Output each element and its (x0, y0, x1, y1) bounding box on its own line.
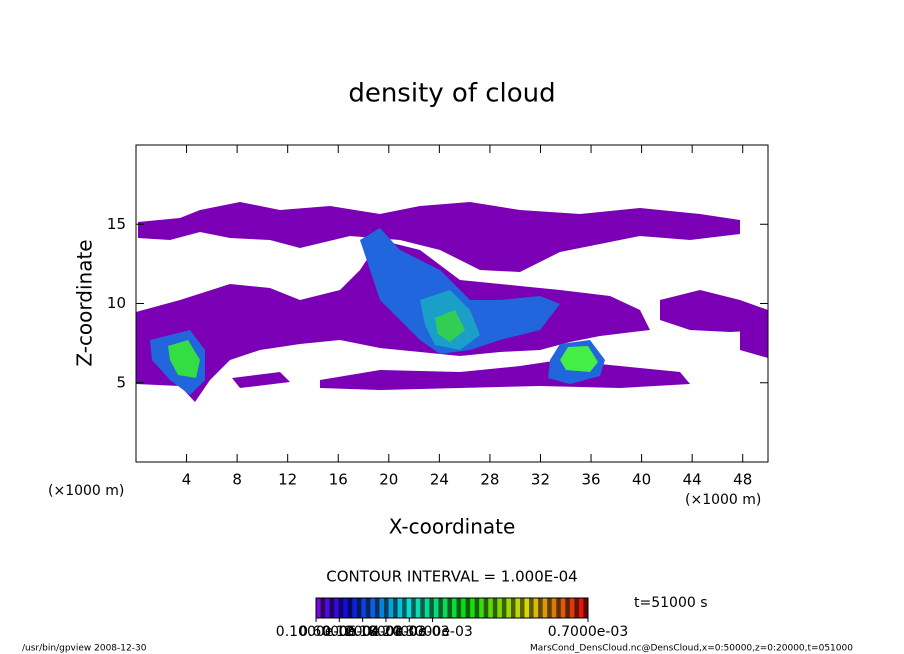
colorbar-cell (370, 598, 376, 618)
colorbar-cell (406, 598, 412, 618)
chart-title: density of cloud (348, 79, 555, 109)
x-tick-label: 8 (232, 471, 242, 489)
colorbar-cell (479, 598, 485, 618)
y-tick-label: 10 (107, 294, 126, 312)
colorbar-cell (411, 598, 417, 618)
colorbar-cell (574, 598, 580, 618)
colorbar-cell (316, 598, 322, 618)
colorbar-cell (329, 598, 335, 618)
colorbar-cell (429, 598, 435, 618)
x-tick-label: 4 (182, 471, 192, 489)
colorbar-cell (506, 598, 512, 618)
colorbar-cell (497, 598, 503, 618)
colorbar-cell (515, 598, 521, 618)
colorbar-tick-label: 0.1800e-03 (346, 624, 426, 640)
colorbar-cell (356, 598, 362, 618)
colorbar-tick-label: 0.1200e-03 (322, 624, 402, 640)
colorbar-frame (315, 597, 589, 619)
colorbar-cell (556, 598, 562, 618)
colorbar-cell (447, 598, 453, 618)
colorbar-tick-label: 0.3000e-03 (392, 624, 472, 640)
x-tick-label: 16 (329, 471, 348, 489)
y-tick-label: 5 (116, 373, 126, 391)
colorbar-tick-label: 0.7000e-03 (548, 624, 628, 640)
colorbar-cell (379, 598, 385, 618)
cloud-field (136, 202, 768, 402)
x-tick-label: 48 (733, 471, 752, 489)
colorbar-cell (442, 598, 448, 618)
x-tick-label: 40 (632, 471, 651, 489)
time-label: t=51000 s (634, 595, 708, 611)
colorbar-cell (461, 598, 467, 618)
footer-right: MarsCond_DensCloud.nc@DensCloud,x=0:5000… (530, 644, 853, 654)
colorbar-tick-label: 0.2400e-03 (369, 624, 449, 640)
colorbar-cell (361, 598, 367, 618)
y-axis-label: Z-coordinate (73, 239, 97, 366)
colorbar-cell (520, 598, 526, 618)
colorbar-cell (565, 598, 571, 618)
colorbar-cell (415, 598, 421, 618)
colorbar-cell (452, 598, 458, 618)
x-tick-label: 24 (430, 471, 449, 489)
contour-interval: CONTOUR INTERVAL = 1.000E-04 (326, 568, 577, 586)
colorbar-cell (488, 598, 494, 618)
colorbar-cell (320, 598, 326, 618)
colorbar-cell (347, 598, 353, 618)
y-unit: (×1000 m) (48, 483, 124, 499)
colorbar-cell (352, 598, 358, 618)
x-axis-label: X-coordinate (389, 515, 516, 539)
colorbar-cell (492, 598, 498, 618)
colorbar-cell (524, 598, 530, 618)
colorbar-cell (483, 598, 489, 618)
colorbar-cell (397, 598, 403, 618)
colorbar-cell (569, 598, 575, 618)
colorbar-cell (560, 598, 566, 618)
colorbar-cell (551, 598, 557, 618)
colorbar-cell (456, 598, 462, 618)
colorbar-cell (424, 598, 430, 618)
y-tick-label: 15 (107, 215, 126, 233)
colorbar-cell (578, 598, 584, 618)
colorbar-cell (388, 598, 394, 618)
x-tick-label: 28 (480, 471, 499, 489)
colorbar-cell (538, 598, 544, 618)
colorbar-cell (433, 598, 439, 618)
colorbar-tick-label: 0.1000e-06 (276, 624, 357, 640)
colorbar-cell (365, 598, 371, 618)
x-unit: (×1000 m) (685, 492, 761, 508)
colorbar-cell (533, 598, 539, 618)
colorbar-cell (474, 598, 480, 618)
colorbar-cell (510, 598, 516, 618)
colorbar-cell (542, 598, 548, 618)
colorbar-cell (465, 598, 471, 618)
x-tick-label: 36 (581, 471, 600, 489)
x-tick-label: 20 (379, 471, 398, 489)
colorbar-cell (402, 598, 408, 618)
colorbar-cell (501, 598, 507, 618)
colorbar-cell (438, 598, 444, 618)
colorbar-cell (529, 598, 535, 618)
x-tick-label: 32 (531, 471, 550, 489)
colorbar-cell (384, 598, 390, 618)
colorbar-cell (470, 598, 476, 618)
x-tick-label: 12 (278, 471, 297, 489)
colorbar-cell (325, 598, 331, 618)
footer-left: /usr/bin/gpview 2008-12-30 (22, 644, 147, 654)
colorbar-tick-label: 0.6000e-04 (299, 624, 380, 640)
colorbar-cell (583, 598, 589, 618)
colorbar-cell (547, 598, 553, 618)
colorbar-cell (393, 598, 399, 618)
colorbar-cell (334, 598, 340, 618)
colorbar (316, 598, 589, 618)
colorbar-cell (343, 598, 349, 618)
colorbar-cell (374, 598, 380, 618)
x-tick-label: 44 (683, 471, 702, 489)
colorbar-cell (338, 598, 344, 618)
colorbar-cell (420, 598, 426, 618)
